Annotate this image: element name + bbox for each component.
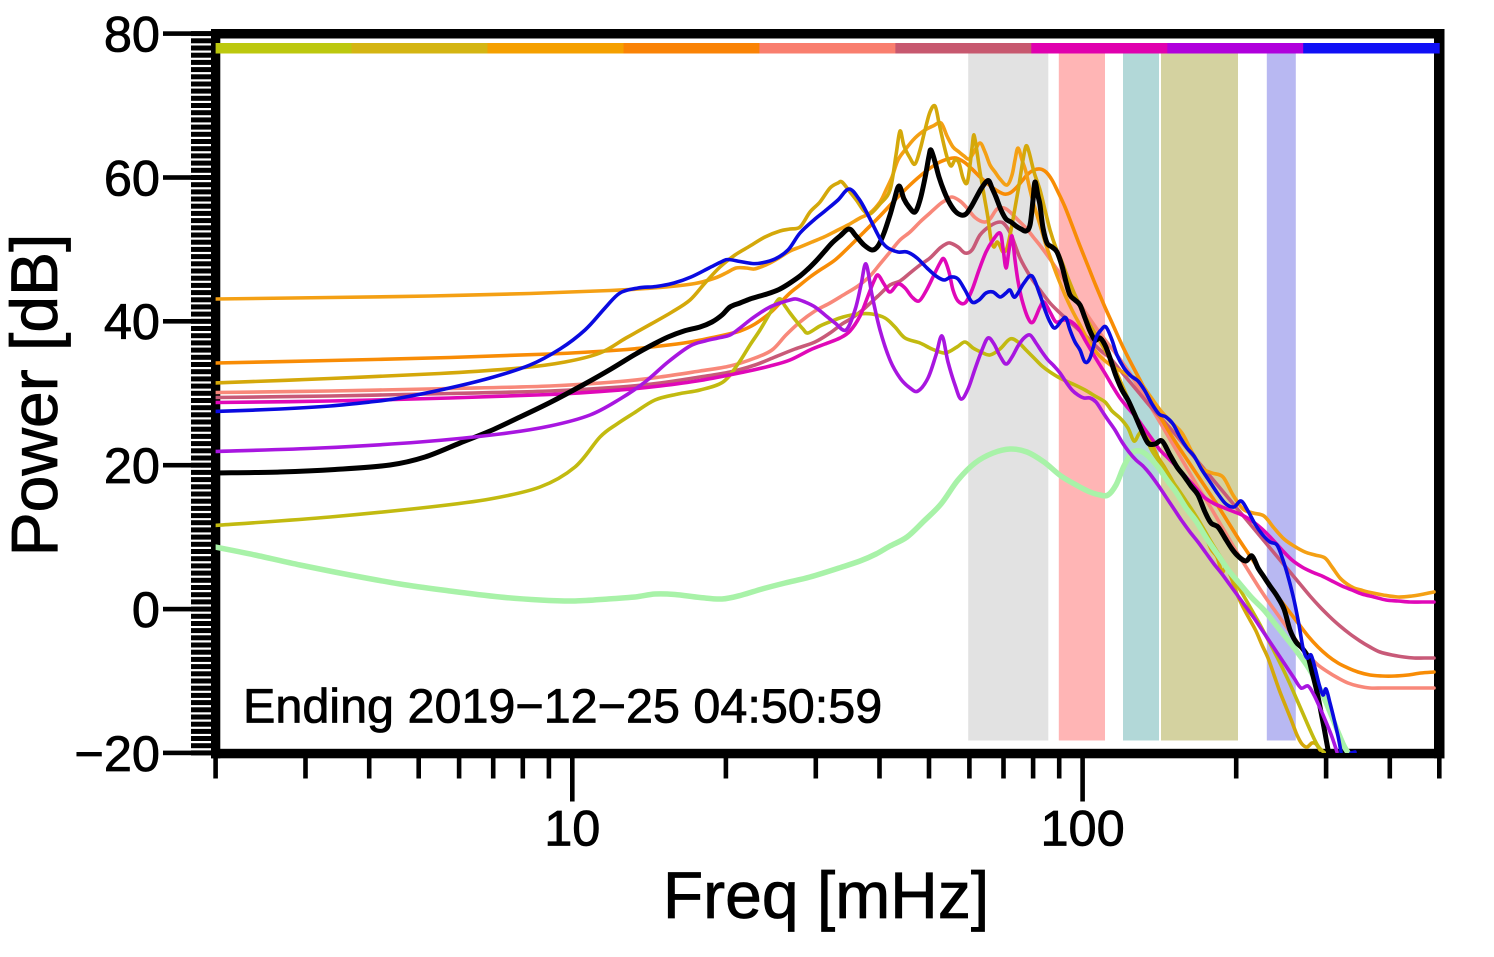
svg-text:100: 100 [1040, 800, 1124, 857]
svg-text:60: 60 [104, 149, 160, 206]
svg-text:Ending 2019−12−25 04:50:59: Ending 2019−12−25 04:50:59 [243, 680, 882, 734]
svg-text:20: 20 [104, 437, 160, 494]
svg-text:0: 0 [132, 581, 160, 638]
svg-text:Power [dB]: Power [dB] [0, 234, 71, 557]
svg-text:Freq [mHz]: Freq [mHz] [663, 858, 989, 932]
svg-text:10: 10 [544, 800, 600, 857]
svg-text:80: 80 [104, 6, 160, 63]
svg-text:−20: −20 [74, 725, 160, 782]
svg-text:40: 40 [104, 293, 160, 350]
